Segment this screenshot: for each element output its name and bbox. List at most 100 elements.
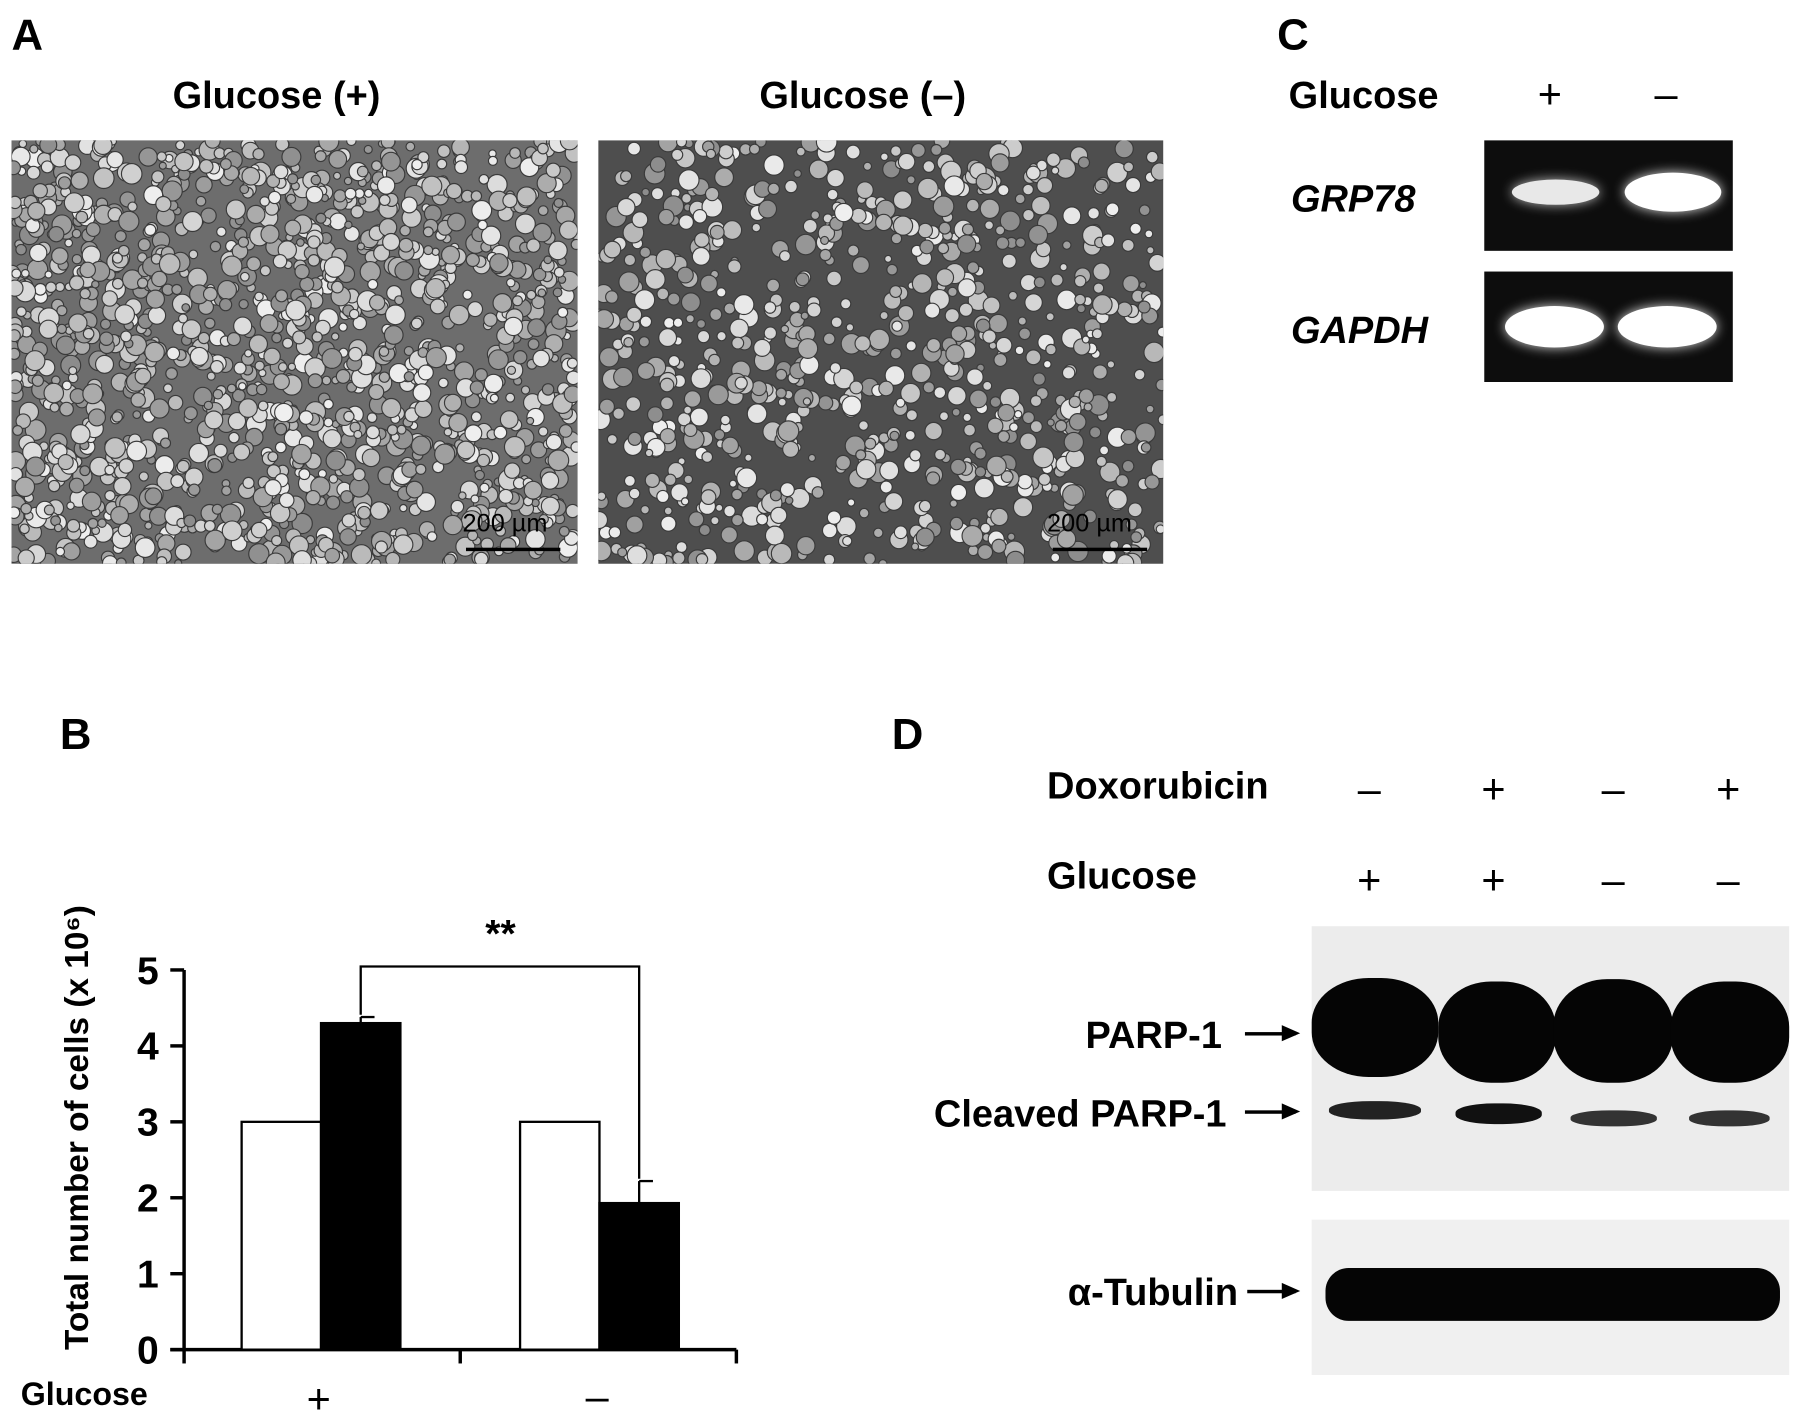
- cell: [82, 383, 104, 405]
- cell: [623, 474, 636, 487]
- gene-label-gapdh: GAPDH: [1290, 308, 1429, 351]
- cell: [829, 362, 842, 374]
- cell: [211, 503, 223, 515]
- cell: [875, 213, 893, 232]
- cell: [1101, 233, 1116, 248]
- cell: [993, 353, 1008, 367]
- cell: [858, 420, 869, 431]
- cell: [793, 387, 814, 409]
- cell: [380, 140, 396, 149]
- cell: [436, 158, 448, 170]
- cell: [20, 502, 32, 515]
- cell: [709, 224, 725, 240]
- cell: [423, 245, 434, 256]
- cell: [118, 458, 135, 474]
- lane-sign: –: [1357, 765, 1381, 813]
- cell: [246, 256, 262, 272]
- cell: [70, 424, 91, 445]
- cell: [315, 212, 327, 224]
- cell: [328, 150, 348, 169]
- cell: [884, 254, 893, 263]
- cell: [969, 389, 988, 409]
- cell: [221, 255, 243, 277]
- cell: [1155, 524, 1164, 535]
- cell: [526, 238, 541, 253]
- cell: [85, 222, 101, 237]
- cell: [731, 488, 743, 501]
- cell: [447, 212, 466, 232]
- cell: [120, 330, 132, 343]
- cell: [233, 316, 253, 336]
- cell: [1137, 300, 1151, 314]
- cell: [384, 304, 406, 326]
- cell: [962, 412, 972, 423]
- panel-a-letter: A: [11, 11, 44, 60]
- cell: [1061, 366, 1076, 380]
- cell: [79, 465, 91, 477]
- band: [1325, 1267, 1780, 1321]
- cell: [117, 244, 130, 257]
- cell: [26, 258, 49, 281]
- cell: [241, 166, 261, 186]
- y-tick-label: 4: [137, 1026, 159, 1069]
- cell: [267, 451, 279, 463]
- lane-sign: –: [1601, 765, 1625, 813]
- cell: [227, 411, 247, 431]
- cell: [641, 187, 650, 197]
- cell: [685, 314, 695, 324]
- cell: [638, 336, 650, 348]
- cell: [830, 316, 843, 329]
- cell: [138, 471, 149, 482]
- cell: [956, 234, 977, 254]
- cell: [1116, 554, 1135, 564]
- cell: [982, 380, 993, 391]
- cell: [966, 368, 984, 386]
- cell: [137, 238, 151, 252]
- cell: [1013, 410, 1023, 419]
- cell: [132, 410, 142, 419]
- cell: [748, 143, 761, 155]
- lane-sign: –: [1654, 70, 1678, 118]
- cell: [1024, 293, 1043, 312]
- cell: [244, 427, 264, 447]
- cell: [544, 334, 564, 354]
- cell: [499, 410, 519, 429]
- cell: [416, 492, 437, 512]
- cell: [966, 261, 980, 274]
- cell: [826, 188, 839, 201]
- cell: [664, 473, 677, 487]
- cell: [644, 269, 666, 290]
- cell: [873, 527, 884, 539]
- cell: [68, 477, 85, 494]
- cell: [646, 406, 664, 423]
- cell: [1105, 202, 1120, 217]
- cell: [707, 384, 729, 406]
- cell: [626, 306, 643, 323]
- cell: [27, 201, 46, 221]
- band: [1511, 179, 1600, 205]
- cell: [1099, 445, 1110, 456]
- cell: [54, 281, 66, 293]
- significance-marker: **: [485, 912, 516, 957]
- cell: [238, 298, 249, 310]
- cell: [382, 232, 401, 251]
- cell: [847, 244, 860, 257]
- cell: [1015, 237, 1026, 249]
- cell: [352, 315, 367, 331]
- cell: [291, 443, 312, 465]
- cell: [182, 210, 204, 233]
- cell: [1045, 312, 1055, 322]
- cell: [127, 201, 138, 212]
- cell: [617, 547, 628, 558]
- cell: [273, 373, 290, 391]
- cell: [163, 383, 173, 394]
- cell: [422, 226, 434, 238]
- cell: [939, 411, 949, 422]
- cell: [209, 360, 224, 374]
- cell: [918, 499, 932, 513]
- cell: [97, 518, 107, 528]
- cell: [136, 277, 149, 289]
- cell: [704, 186, 720, 202]
- lane-sign: –: [1601, 856, 1625, 904]
- cell: [570, 238, 578, 251]
